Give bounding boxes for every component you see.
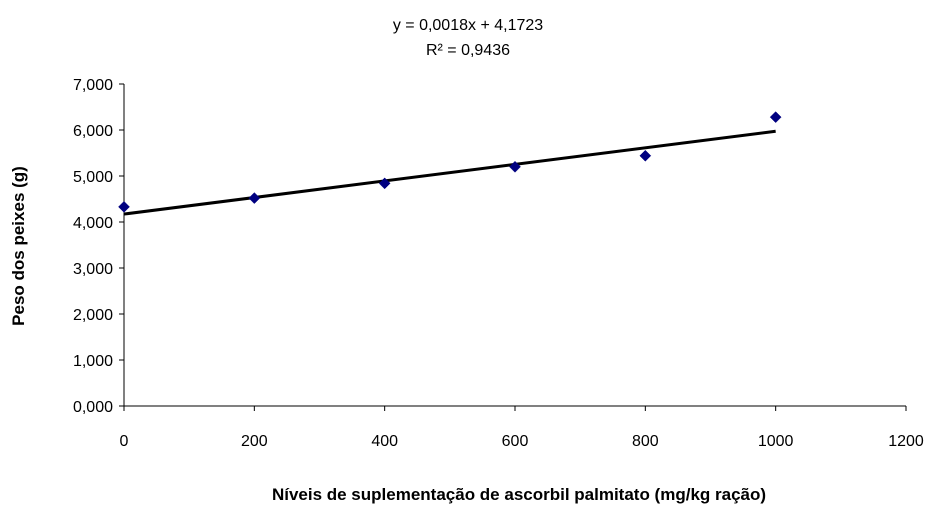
- x-tick-label: 1000: [758, 433, 794, 450]
- x-axis: 0 200 400 600 800 1000 1200: [120, 405, 924, 450]
- data-point: [118, 200, 130, 213]
- data-point: [769, 111, 782, 123]
- y-tick-label: 6,000: [73, 123, 113, 140]
- y-tick-label: 0,000: [73, 399, 113, 416]
- x-tick-label: 1200: [888, 433, 924, 450]
- y-tick-label: 7,000: [73, 77, 113, 94]
- y-tick-label: 5,000: [73, 169, 113, 186]
- y-axis: 0,000 1,000 2,000 3,000 4,000 5,000 6,000 7,000: [73, 77, 125, 416]
- data-point: [509, 160, 521, 173]
- y-tick-label: 4,000: [73, 215, 113, 232]
- data-point: [378, 177, 391, 190]
- x-tick-label: 800: [632, 433, 659, 450]
- y-tick-label: 1,000: [73, 353, 113, 370]
- x-tick-label: 600: [502, 433, 529, 450]
- trendline: [123, 129, 776, 216]
- trendline-equation: y = 0,0018x + 4,1723: [393, 17, 543, 34]
- x-axis-title: Níveis de suplementação de ascorbil palm…: [272, 485, 766, 504]
- trendline-group: [123, 129, 776, 216]
- data-point: [639, 149, 652, 162]
- y-tick-label: 3,000: [73, 261, 113, 278]
- x-tick-label: 0: [120, 433, 129, 450]
- data-point: [248, 192, 261, 204]
- data-points: [118, 111, 782, 213]
- y-axis-title: Peso dos peixes (g): [9, 166, 28, 326]
- trendline-r-squared: R² = 0,9436: [426, 42, 510, 59]
- x-tick-label: 400: [371, 433, 398, 450]
- x-tick-label: 200: [241, 433, 268, 450]
- y-tick-label: 2,000: [73, 307, 113, 324]
